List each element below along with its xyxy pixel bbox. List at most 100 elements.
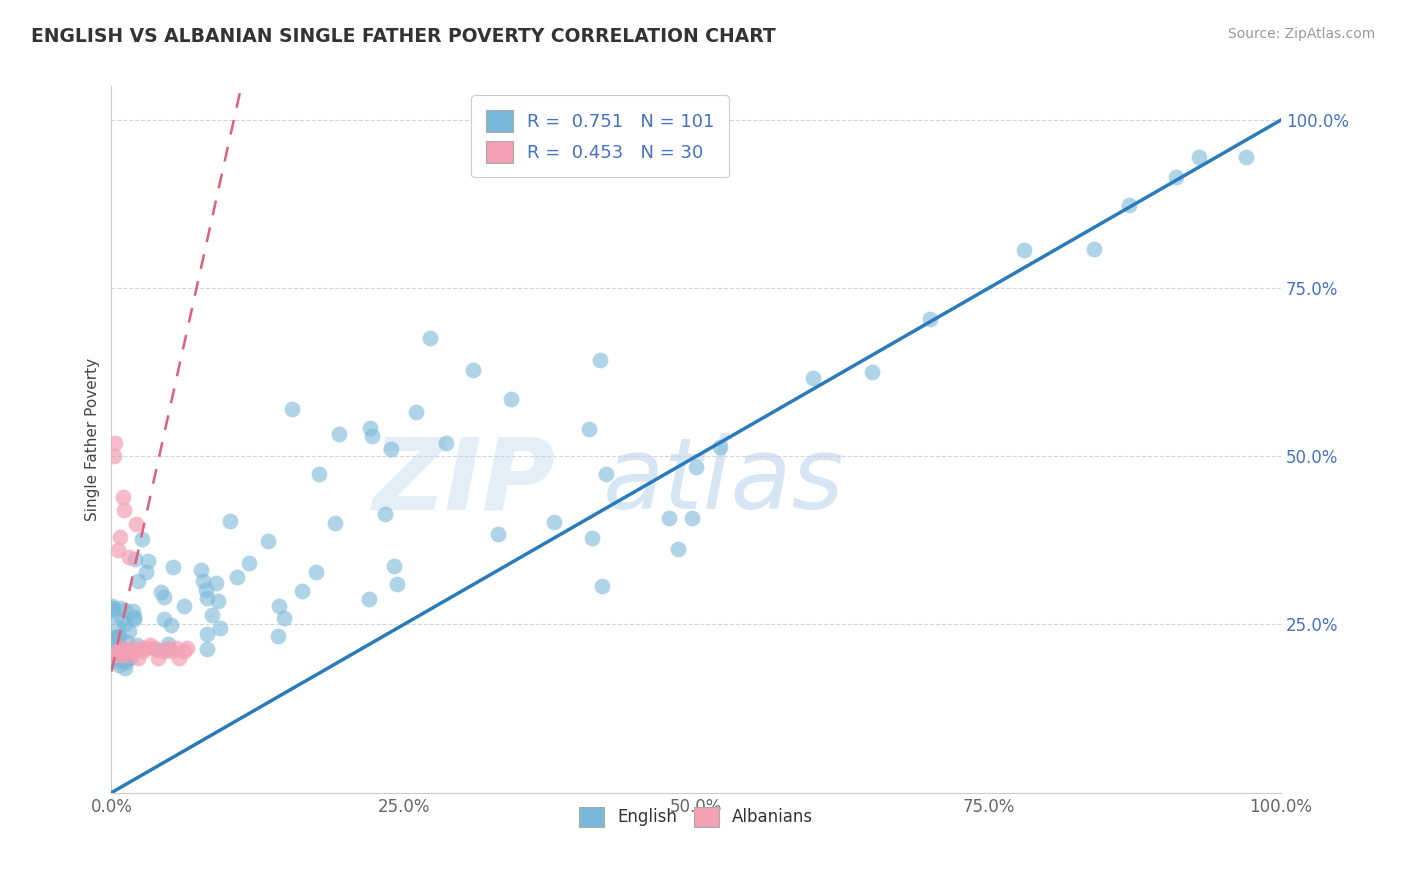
- Point: [111, 612, 134, 626]
- Point: [104, 652, 127, 666]
- Point: [107, 543, 129, 558]
- Point: [157, 637, 180, 651]
- Point: [658, 511, 681, 525]
- Point: [103, 450, 125, 464]
- Point: [115, 648, 138, 662]
- Point: [1234, 150, 1257, 164]
- Point: [107, 630, 129, 644]
- Point: [238, 556, 260, 570]
- Point: [201, 607, 224, 622]
- Point: [1118, 198, 1140, 212]
- Point: [104, 654, 127, 668]
- Point: [152, 644, 174, 658]
- Point: [382, 559, 405, 574]
- Point: [860, 365, 883, 379]
- Point: [112, 490, 135, 504]
- Point: [124, 552, 146, 566]
- Point: [360, 429, 382, 443]
- Point: [101, 600, 124, 615]
- Point: [142, 640, 165, 655]
- Point: [257, 534, 280, 549]
- Point: [153, 590, 176, 604]
- Point: [208, 621, 231, 635]
- Point: [543, 516, 565, 530]
- Point: [120, 640, 142, 655]
- Point: [165, 640, 187, 655]
- Point: [173, 599, 195, 614]
- Point: [195, 627, 218, 641]
- Point: [1188, 150, 1211, 164]
- Point: [419, 331, 441, 345]
- Point: [114, 653, 136, 667]
- Point: [207, 594, 229, 608]
- Point: [114, 661, 136, 675]
- Point: [114, 655, 136, 669]
- Point: [104, 435, 127, 450]
- Point: [101, 642, 124, 657]
- Point: [105, 648, 128, 662]
- Point: [148, 651, 170, 665]
- Point: [125, 516, 148, 531]
- Point: [117, 624, 139, 639]
- Point: [308, 467, 330, 482]
- Point: [112, 652, 135, 666]
- Point: [120, 650, 142, 665]
- Point: [269, 599, 291, 613]
- Point: [145, 641, 167, 656]
- Point: [114, 644, 136, 658]
- Point: [110, 645, 132, 659]
- Point: [273, 611, 295, 625]
- Point: [1012, 244, 1035, 258]
- Point: [463, 363, 485, 377]
- Point: [359, 592, 381, 607]
- Point: [304, 565, 326, 579]
- Point: [150, 585, 173, 599]
- Point: [581, 531, 603, 545]
- Point: [167, 651, 190, 665]
- Point: [190, 563, 212, 577]
- Point: [191, 574, 214, 588]
- Point: [131, 532, 153, 546]
- Point: [135, 565, 157, 579]
- Point: [110, 648, 132, 662]
- Point: [176, 640, 198, 655]
- Point: [136, 554, 159, 568]
- Point: [218, 514, 240, 528]
- Point: [685, 459, 707, 474]
- Point: [162, 559, 184, 574]
- Point: [101, 603, 124, 617]
- Point: [681, 510, 703, 524]
- Point: [323, 516, 346, 530]
- Point: [578, 422, 600, 436]
- Legend: English, Albanians: English, Albanians: [572, 800, 820, 834]
- Point: [112, 503, 135, 517]
- Point: [122, 604, 145, 618]
- Point: [359, 420, 381, 434]
- Point: [328, 426, 350, 441]
- Point: [107, 629, 129, 643]
- Point: [155, 643, 177, 657]
- Point: [291, 583, 314, 598]
- Point: [920, 311, 942, 326]
- Point: [153, 612, 176, 626]
- Point: [486, 527, 509, 541]
- Point: [139, 638, 162, 652]
- Point: [156, 640, 179, 655]
- Point: [801, 371, 824, 385]
- Point: [108, 530, 131, 544]
- Point: [267, 629, 290, 643]
- Point: [135, 640, 157, 655]
- Point: [1083, 242, 1105, 256]
- Point: [501, 392, 523, 407]
- Point: [195, 642, 218, 657]
- Point: [122, 612, 145, 626]
- Point: [591, 579, 613, 593]
- Point: [129, 640, 152, 655]
- Point: [107, 640, 129, 654]
- Point: [127, 574, 149, 588]
- Point: [107, 658, 129, 673]
- Point: [122, 610, 145, 624]
- Point: [709, 440, 731, 454]
- Point: [132, 644, 155, 658]
- Point: [103, 632, 125, 646]
